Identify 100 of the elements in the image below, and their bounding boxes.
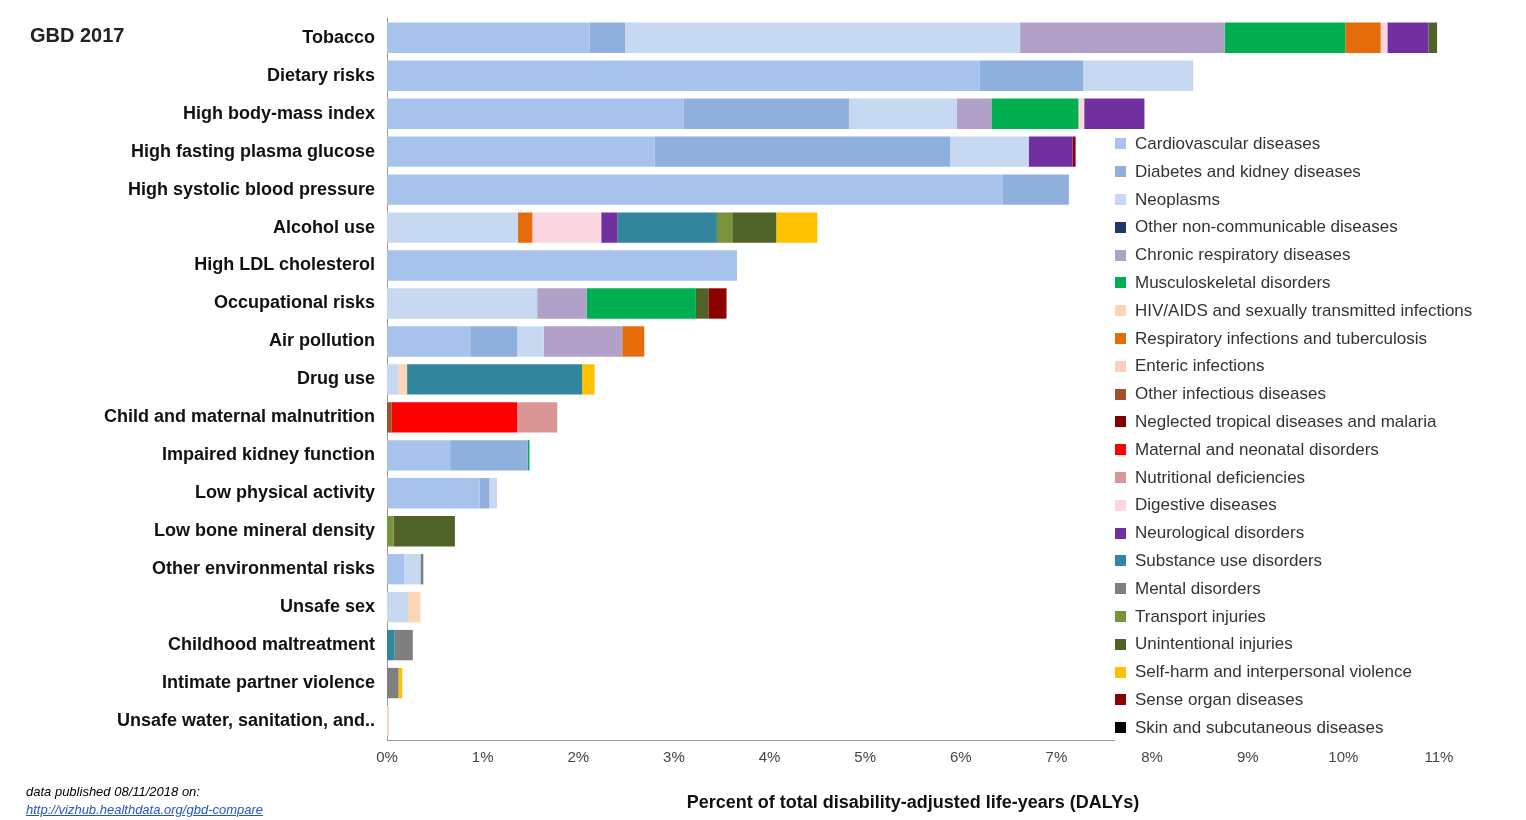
y-tick-label: Low bone mineral density: [153, 520, 375, 541]
legend-label: Musculoskeletal disorders: [1135, 272, 1331, 294]
x-tick-label: 1%: [471, 748, 494, 766]
bar: [517, 326, 544, 357]
bar: [617, 212, 717, 243]
y-tick-label: Tobacco: [302, 26, 375, 47]
bar: [518, 212, 533, 243]
bar: [387, 212, 519, 243]
y-tick-label: Unsafe water, sanitation, and..: [116, 709, 375, 730]
bar: [586, 288, 696, 319]
y-tick-label: High fasting plasma glucose: [130, 140, 375, 161]
y-tick-label: Alcohol use: [272, 216, 375, 237]
legend-label: Respiratory infections and tuberculosis: [1135, 327, 1427, 350]
bar: [532, 212, 602, 243]
legend-label: Enteric infections: [1135, 355, 1265, 378]
bar: [420, 554, 424, 585]
bar: [387, 364, 399, 395]
y-tick-label: Occupational risks: [213, 292, 375, 313]
bar: [387, 60, 980, 91]
x-tick-label: 10%: [1328, 748, 1359, 766]
bar: [1084, 98, 1145, 129]
bar: [398, 364, 408, 395]
legend-label: Maternal and neonatal disorders: [1135, 438, 1379, 461]
bar: [1224, 22, 1346, 53]
bar: [387, 98, 684, 129]
y-tick-label: Intimate partner violence: [161, 672, 375, 693]
legend-label: HIV/AIDS and sexually transmitted infections: [1135, 299, 1473, 322]
legend-label: Neurological disorders: [1135, 522, 1305, 545]
bar: [950, 136, 1029, 167]
x-tick-label: 0%: [376, 748, 398, 766]
bar: [991, 98, 1079, 129]
bar: [391, 402, 518, 433]
bar: [589, 22, 626, 53]
legend-label: Other non-communicable diseases: [1135, 216, 1398, 239]
bar: [387, 591, 409, 623]
legend-label: Neoplasms: [1135, 188, 1221, 211]
legend-label: Other infectious diseases: [1135, 383, 1326, 406]
bar: [582, 364, 595, 395]
bar: [387, 136, 655, 167]
bar: [387, 667, 399, 699]
bar: [517, 402, 558, 433]
bar: [683, 98, 849, 129]
bar: [732, 212, 777, 243]
legend-label: Self-harm and interpersonal violence: [1135, 661, 1412, 684]
y-tick-label: Childhood maltreatment: [167, 634, 375, 655]
y-tick-label: Drug use: [296, 368, 375, 389]
bar: [625, 22, 1021, 53]
bar: [387, 402, 392, 433]
bar: [1345, 22, 1381, 53]
legend-label: Nutritional deficiencies: [1135, 466, 1306, 489]
legend-label: Digestive diseases: [1135, 494, 1277, 517]
bar: [1078, 98, 1085, 129]
bar: [979, 60, 1084, 91]
y-tick-label: Low physical activity: [194, 482, 375, 503]
bar: [1428, 22, 1438, 53]
bar: [1083, 60, 1194, 91]
y-tick-label: Air pollution: [269, 330, 375, 351]
y-tick-label: Unsafe sex: [279, 596, 375, 617]
bar: [407, 364, 583, 395]
bar: [394, 629, 413, 661]
y-tick-label: Impaired kidney function: [161, 444, 375, 465]
y-tick-label: Child and maternal malnutrition: [103, 406, 375, 427]
y-tick-label: High systolic blood pressure: [127, 178, 375, 199]
x-tick-label: 11%: [1424, 748, 1454, 766]
x-tick-label: 7%: [1045, 748, 1068, 766]
legend-label: Transport injuries: [1135, 605, 1266, 628]
bar: [387, 554, 405, 585]
legend-label: Sense organ diseases: [1135, 688, 1304, 711]
bar: [387, 629, 395, 661]
bar: [408, 591, 421, 623]
x-tick-label: 3%: [663, 748, 685, 766]
legend-label: Unintentional injuries: [1135, 633, 1293, 656]
bar: [543, 326, 623, 357]
y-tick-label: High body-mass index: [182, 102, 375, 123]
bar: [387, 478, 480, 509]
bar: [387, 288, 538, 319]
y-tick-label: Other environmental risks: [151, 558, 375, 579]
bar: [1072, 136, 1076, 167]
bar: [537, 288, 587, 319]
bar: [387, 250, 738, 281]
x-tick-label: 2%: [567, 748, 590, 766]
bar: [716, 212, 733, 243]
bar: [387, 440, 451, 471]
x-tick-label: 8%: [1141, 748, 1163, 766]
bar: [398, 667, 403, 699]
x-tick-label: 5%: [854, 748, 877, 766]
bar: [404, 554, 421, 585]
bar: [470, 326, 518, 357]
legend-label: Cardiovascular diseases: [1135, 133, 1321, 155]
x-tick-label: 6%: [949, 748, 972, 766]
y-tick-label: High LDL cholesterol: [194, 254, 375, 275]
x-tick-label: 4%: [758, 748, 781, 766]
text: data published 08/11/2018 on:: [26, 783, 201, 801]
bar: [387, 22, 590, 53]
legend-label: Diabetes and kidney diseases: [1135, 160, 1361, 183]
bar: [393, 516, 455, 547]
legend-label: Chronic respiratory diseases: [1135, 244, 1351, 267]
bar: [776, 212, 818, 243]
legend-label: Skin and subcutaneous diseases: [1135, 716, 1384, 739]
bar: [708, 288, 727, 319]
